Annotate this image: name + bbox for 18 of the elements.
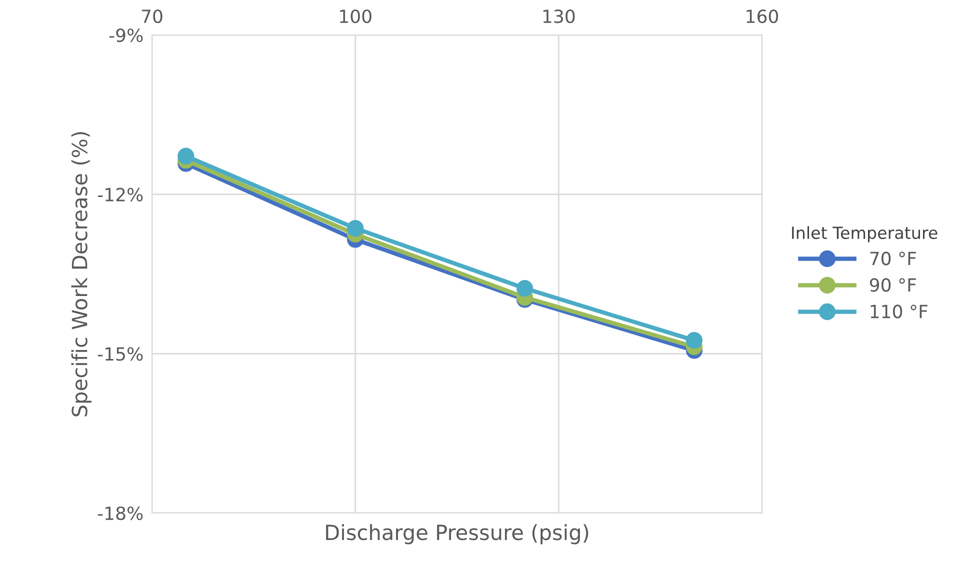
x-tick-label: 130 <box>543 10 575 24</box>
y-tick-label: -18% <box>98 506 143 520</box>
legend-label: 110 °F <box>870 304 928 318</box>
point <box>516 280 534 297</box>
x-tick-label: 100 <box>340 10 372 24</box>
y-tick-label: -12% <box>98 188 143 202</box>
legend-label: 70 °F <box>870 252 916 266</box>
y-axis-title: Specific Work Decrease (%) <box>71 132 92 416</box>
legend-label: 90 °F <box>870 278 916 292</box>
y-tick-label: -9% <box>109 28 143 42</box>
point <box>686 332 703 349</box>
x-tick-label: 70 <box>142 10 162 24</box>
point <box>347 220 364 237</box>
x-axis-title: Discharge Pressure (psig) <box>326 524 588 544</box>
legend-title: Inlet Temperature <box>792 226 938 242</box>
point <box>178 148 194 164</box>
y-tick-label: -15% <box>98 347 143 361</box>
x-tick-label: 160 <box>746 10 778 24</box>
